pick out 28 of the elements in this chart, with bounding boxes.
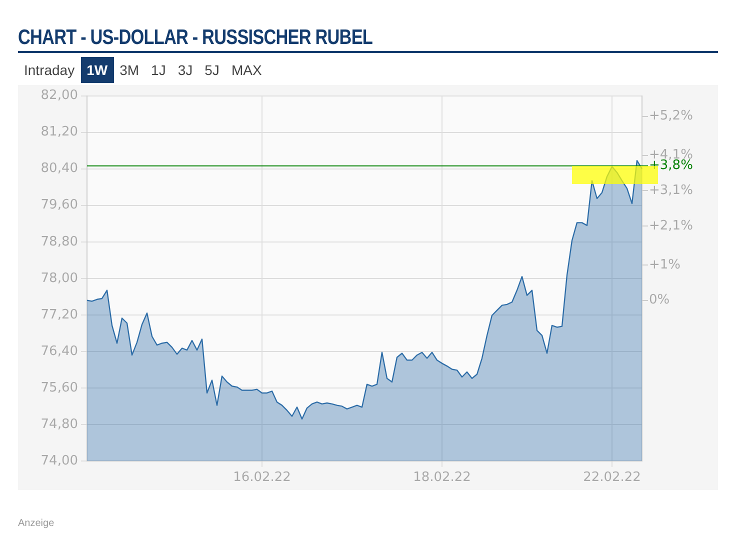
y2-tick-label: +1% xyxy=(649,257,681,272)
y2-tick-label: +3,1% xyxy=(649,183,693,198)
y-tick-label: 82,00 xyxy=(40,88,78,104)
y-tick-label: 78,00 xyxy=(40,270,78,286)
y-tick-label: 78,80 xyxy=(40,234,78,250)
y-tick-label: 80,40 xyxy=(40,161,78,176)
y2-tick-label: +2,1% xyxy=(649,218,693,234)
text: 1J xyxy=(150,61,167,80)
y-tick-label: 77,20 xyxy=(40,307,78,322)
y-tick-label: 74,00 xyxy=(40,453,78,468)
y-tick-label: 81,20 xyxy=(40,124,78,140)
x-tick-label: 16.02.22 xyxy=(233,470,291,486)
text: 1W xyxy=(80,57,114,83)
x-tick-label: 22.02.22 xyxy=(583,470,641,486)
text: 3M xyxy=(118,61,140,80)
chart-title: CHART - US-DOLLAR - RUSSISCHER RUBEL xyxy=(18,26,373,50)
text: Intraday xyxy=(23,61,76,80)
text: Anzeige xyxy=(18,518,54,529)
y2-tick-label: 0% xyxy=(649,292,670,308)
text: 3J xyxy=(176,61,194,80)
y-tick-label: 74,80 xyxy=(40,416,78,432)
y-tick-label: 76,40 xyxy=(40,344,78,359)
y-tick-label: 79,60 xyxy=(40,198,78,213)
x-tick-label: 18.02.22 xyxy=(413,470,471,486)
y-tick-label: 75,60 xyxy=(40,380,78,396)
text: 5J xyxy=(204,61,220,80)
text: MAX xyxy=(230,61,263,80)
y2-tick-label: +5,2% xyxy=(649,108,693,124)
